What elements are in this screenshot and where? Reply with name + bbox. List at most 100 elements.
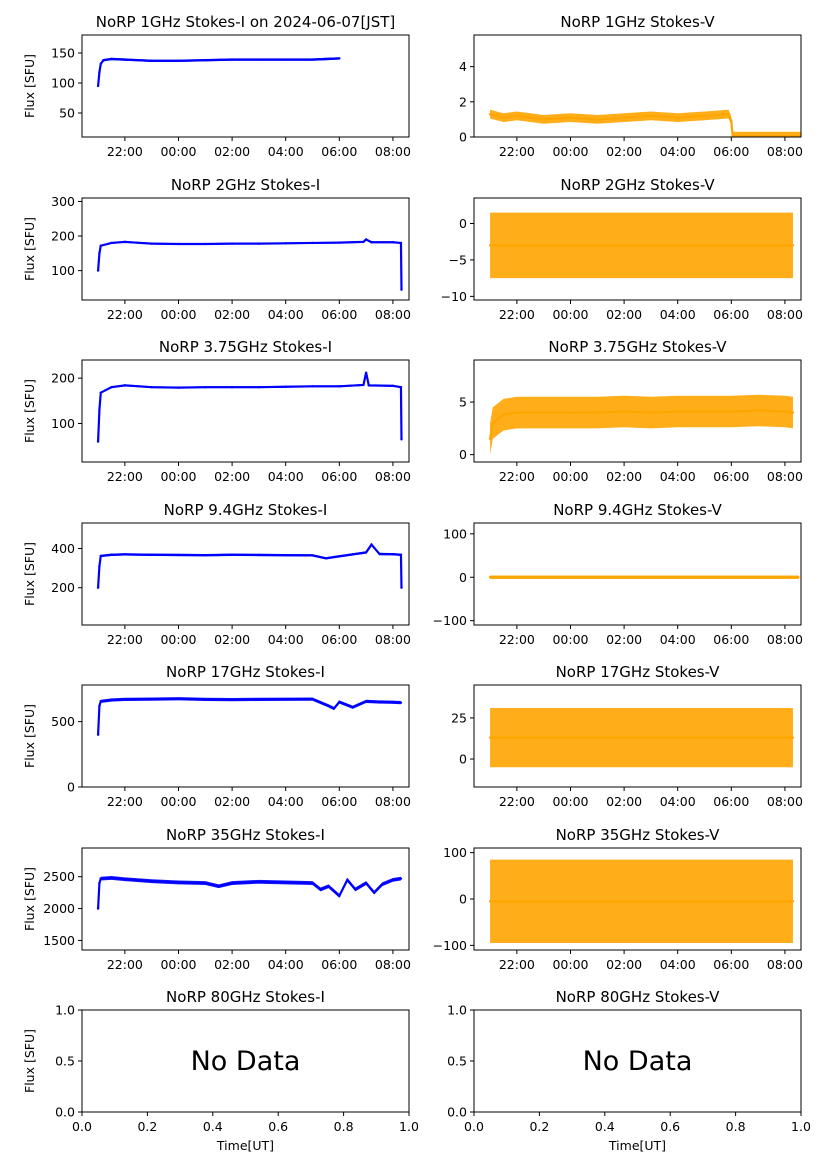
data-point [364, 238, 368, 241]
data-point [783, 736, 787, 739]
x-tick-label: 08:00 [375, 957, 411, 972]
data-point [399, 877, 403, 880]
data-point [284, 881, 287, 884]
data-point [311, 241, 314, 245]
subplot-12: NoRP 35GHz Stokes-V 22:00 00:00 02:00 04:00 0… [433, 826, 803, 972]
data-point [703, 900, 706, 903]
data-point [96, 907, 100, 910]
data-point [284, 698, 287, 701]
data-point [110, 57, 113, 61]
x-tick-label: 00:00 [552, 957, 588, 972]
data-point [488, 576, 492, 579]
data-point [391, 241, 395, 244]
data-point [284, 58, 287, 61]
data-point [351, 706, 354, 709]
data-point [727, 112, 730, 116]
data-point [569, 576, 572, 579]
data-point [98, 71, 101, 74]
data-point [676, 116, 679, 119]
data-point [98, 408, 101, 412]
subplot-14: NoRP 80GHz Stokes-V Time[UT] 0.0 0.2 0.4 0.6 0… [447, 988, 811, 1153]
data-point [622, 410, 626, 413]
data-point [311, 554, 314, 557]
data-point [204, 698, 207, 701]
data-point [399, 701, 403, 704]
data-point [400, 586, 403, 589]
data-point [110, 241, 113, 245]
data-point [177, 697, 180, 700]
subplot-title: NoRP 9.4GHz Stokes-I [164, 501, 328, 519]
data-point [338, 385, 341, 388]
data-point [391, 552, 395, 556]
x-tick-label: 00:00 [160, 469, 196, 484]
data-point [204, 881, 207, 885]
data-point [515, 576, 519, 579]
data-point [257, 242, 261, 245]
x-tick-label: 0.0 [464, 1119, 484, 1134]
x-tick-label: 00:00 [160, 794, 196, 809]
data-point [177, 59, 180, 62]
data-point [756, 244, 760, 247]
subplot-title: NoRP 3.75GHz Stokes-I [159, 338, 332, 356]
x-tick-label: 04:00 [660, 957, 696, 972]
y-axis-label: Flux [SFU] [22, 542, 37, 606]
data-point [362, 383, 365, 387]
data-point [204, 242, 207, 246]
data-point [622, 900, 626, 903]
data-point [676, 900, 679, 903]
data-point [99, 877, 102, 880]
axes-frame [473, 684, 802, 788]
subplot-9: NoRP 17GHz Stokes-I Flux [SFU] 22:00 00:00 0… [22, 663, 411, 809]
x-tick-label: 04:00 [660, 794, 696, 809]
x-tick-label: 00:00 [160, 632, 196, 647]
data-point [703, 114, 706, 118]
data-point [123, 58, 127, 61]
data-point [703, 410, 706, 413]
x-tick-label: 08:00 [375, 632, 411, 647]
y-tick-label: 100 [443, 845, 467, 860]
data-point [649, 411, 653, 414]
x-tick-label: 00:00 [552, 307, 588, 322]
plot-area [96, 371, 403, 443]
x-tick-label: 08:00 [375, 144, 411, 159]
data-point [327, 885, 330, 888]
data-point [703, 576, 706, 579]
data-point [96, 733, 100, 736]
data-point [123, 240, 127, 244]
data-point [311, 58, 314, 61]
subplot-7: NoRP 9.4GHz Stokes-I Flux [SFU] 22:00 00:00… [22, 501, 411, 647]
data-point [150, 879, 153, 883]
x-tick-label: 22:00 [107, 469, 143, 484]
subplot-title: NoRP 35GHz Stokes-V [556, 826, 721, 844]
series-line [96, 697, 402, 735]
data-point [502, 116, 505, 119]
x-tick-label: 06:00 [713, 307, 749, 322]
x-tick-label: 0.2 [137, 1119, 157, 1134]
plot-area [96, 238, 403, 291]
x-tick-label: 02:00 [214, 794, 250, 809]
x-tick-label: 22:00 [107, 794, 143, 809]
data-point [391, 701, 395, 704]
data-point [542, 900, 545, 903]
data-point [622, 116, 626, 119]
data-point [596, 118, 599, 121]
data-point [284, 242, 287, 245]
data-point [802, 135, 804, 137]
data-point [791, 900, 795, 903]
axes-frame [81, 359, 410, 463]
y-tick-label: 500 [51, 714, 75, 729]
x-tick-label: 04:00 [268, 307, 304, 322]
subplot-3: NoRP 2GHz Stokes-I Flux [SFU] 22:00 00:00 02… [22, 176, 411, 322]
y-tick-label: 2000 [43, 901, 75, 916]
data-point [491, 421, 494, 425]
axes-frame [473, 359, 802, 463]
data-point [542, 576, 545, 579]
x-tick-label: 06:00 [321, 794, 357, 809]
y-tick-label: 0.5 [55, 1054, 75, 1069]
plot-area [96, 57, 341, 88]
data-point [257, 553, 261, 557]
data-point [515, 411, 519, 414]
data-point [515, 736, 519, 739]
data-point [319, 888, 322, 891]
data-point [569, 736, 572, 739]
